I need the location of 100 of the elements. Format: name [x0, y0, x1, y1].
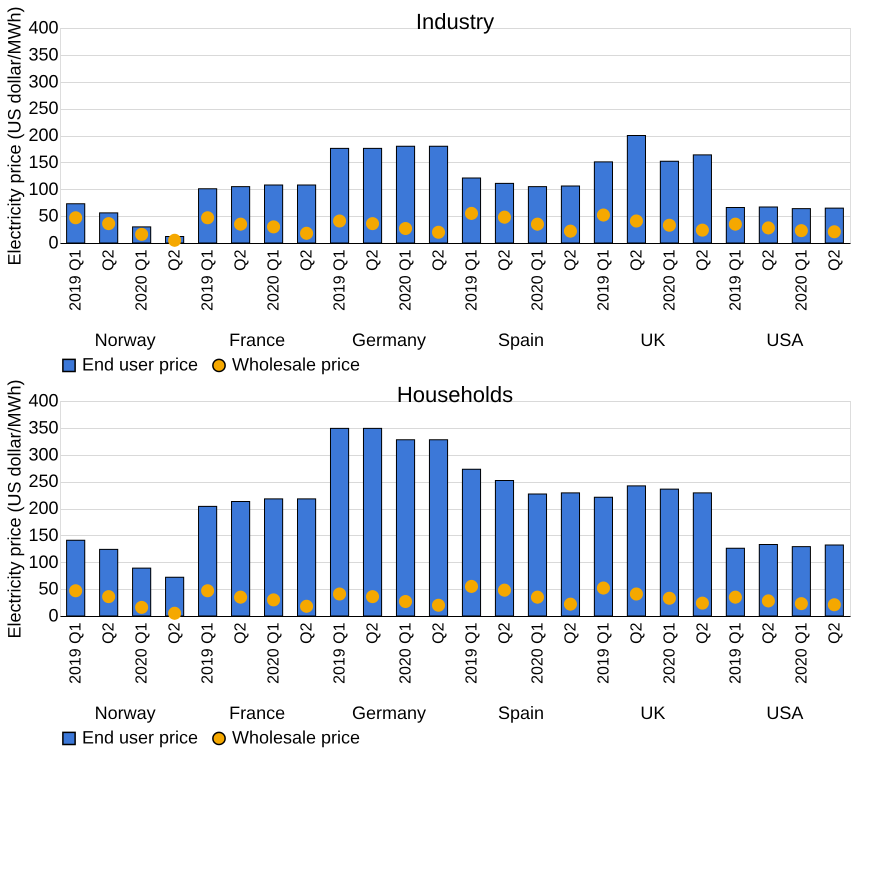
x-tick-label: Q2	[562, 622, 580, 644]
y-tick-label: 150	[28, 524, 58, 545]
x-tick-label: 2020 Q1	[398, 249, 415, 311]
point	[464, 206, 478, 220]
text: UK	[640, 703, 666, 723]
x-tick-label: Q2	[430, 622, 448, 644]
x-tick-label: Q2	[496, 622, 514, 644]
point	[498, 210, 511, 224]
point	[234, 590, 248, 604]
y-tick-label: 250	[28, 98, 58, 118]
text: Spain	[498, 330, 544, 350]
point	[794, 597, 808, 610]
x-tick-label: 2019 Q1	[595, 622, 612, 684]
point	[696, 596, 709, 610]
text: Germany	[352, 330, 426, 350]
x-tick-label: 2019 Q1	[200, 622, 217, 684]
x-tick-label: Q2	[562, 249, 580, 271]
point	[267, 593, 280, 606]
x-tick-label: Q2	[430, 249, 448, 271]
x-tick-label: Q2	[826, 622, 844, 644]
y-tick-label: 0	[48, 232, 58, 252]
point	[564, 224, 577, 238]
x-tick-label: Q2	[298, 249, 316, 271]
point	[564, 598, 577, 611]
x-tick-label: 2020 Q1	[266, 622, 283, 684]
point	[102, 590, 116, 604]
legend-label: Wholesale price	[232, 354, 360, 374]
point	[630, 587, 643, 600]
x-tick-label: 2020 Q1	[529, 249, 546, 311]
point	[530, 218, 544, 231]
x-tick-label: 2019 Q1	[200, 249, 217, 311]
x-tick-label: 2020 Q1	[134, 622, 151, 684]
point	[267, 220, 280, 234]
x-tick-label: Q2	[760, 622, 778, 644]
y-tick-label: 200	[28, 125, 58, 145]
point	[662, 218, 676, 232]
text: USA	[766, 703, 804, 723]
x-tick-label: 2020 Q1	[661, 249, 678, 311]
x-tick-label: 2019 Q1	[68, 249, 85, 311]
y-tick-label: 150	[28, 152, 58, 172]
point	[300, 600, 314, 613]
x-tick-label: Q2	[628, 249, 646, 271]
y-tick-label: 300	[28, 71, 58, 92]
text: Germany	[352, 703, 426, 723]
y-tick-label: 350	[28, 417, 58, 438]
text: UK	[640, 330, 666, 350]
point	[498, 584, 511, 597]
x-tick-label: 2019 Q1	[332, 622, 349, 684]
point	[366, 590, 380, 604]
point	[596, 582, 610, 595]
point	[696, 224, 709, 237]
y-tick-label: 200	[28, 498, 58, 518]
y-tick-label: 300	[28, 444, 58, 464]
text: France	[229, 703, 286, 723]
text: France	[229, 330, 286, 350]
x-tick-label: 2020 Q1	[266, 249, 283, 311]
x-tick-label: Q2	[100, 622, 118, 644]
text: Spain	[498, 703, 544, 723]
point	[201, 211, 214, 224]
point	[366, 217, 380, 230]
x-tick-label: 2020 Q1	[793, 622, 810, 684]
point	[399, 594, 412, 608]
x-tick-label: 2019 Q1	[727, 622, 744, 684]
y-tick-label: 100	[28, 178, 58, 199]
x-tick-label: Q2	[628, 622, 646, 644]
y-tick-label: 400	[28, 390, 58, 410]
point	[168, 606, 182, 620]
point	[828, 598, 841, 612]
text: USA	[766, 330, 804, 350]
x-tick-label: Q2	[364, 249, 382, 271]
x-tick-label: Q2	[166, 622, 184, 644]
chart-title: Industry	[416, 8, 494, 34]
text: Norway	[94, 703, 156, 723]
point	[201, 584, 214, 598]
x-tick-label: 2020 Q1	[398, 622, 415, 684]
x-tick-label: Q2	[760, 249, 778, 271]
x-tick-label: Q2	[232, 622, 250, 644]
x-tick-label: Q2	[298, 622, 316, 644]
point	[168, 234, 182, 247]
x-tick-label: Q2	[166, 249, 184, 271]
x-tick-label: 2020 Q1	[661, 622, 678, 684]
point	[333, 587, 346, 600]
x-tick-label: 2019 Q1	[463, 249, 480, 311]
point	[69, 584, 82, 598]
x-tick-label: 2019 Q1	[727, 249, 744, 311]
x-tick-label: 2019 Q1	[332, 249, 349, 311]
x-tick-label: 2019 Q1	[68, 622, 85, 684]
point	[135, 600, 148, 614]
y-axis-title: Electricity price (US dollar/MWh)	[4, 6, 24, 266]
x-tick-label: 2020 Q1	[134, 249, 151, 311]
point	[333, 214, 346, 228]
y-tick-label: 250	[28, 471, 58, 492]
point	[234, 218, 248, 231]
y-tick-label: 350	[28, 44, 58, 64]
x-tick-label: Q2	[826, 249, 844, 271]
x-tick-label: Q2	[694, 249, 712, 271]
point	[300, 226, 314, 240]
point	[728, 590, 742, 604]
legend-label: Wholesale price	[232, 727, 360, 748]
point	[596, 208, 610, 222]
